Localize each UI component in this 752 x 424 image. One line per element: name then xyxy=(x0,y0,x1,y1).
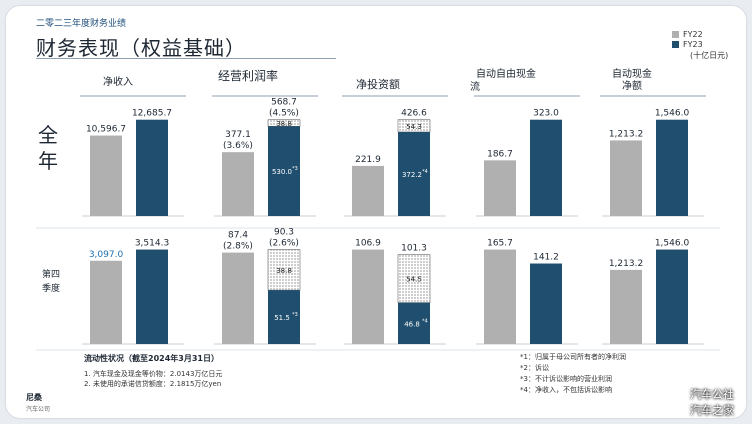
value-label-full-0-fy22-1: 10,596.7 xyxy=(86,125,126,135)
value-label-full-1-fy22-1: 377.1 xyxy=(225,130,251,140)
value-label-q4-2-fy22-1: 106.9 xyxy=(355,239,381,249)
value-label-q4-4-fy22-1: 1,213.2 xyxy=(609,259,643,269)
liquidity-line-1: 1. 汽车现金及现金等价物：2.0143万亿日元 xyxy=(84,370,223,378)
bar-q4-3-fy23 xyxy=(530,263,562,344)
title-divider xyxy=(36,58,336,59)
liquidity-line-2: 2. 未使用的承诺信贷额度：2.1815万亿yen xyxy=(84,380,222,388)
bar-full-0-fy23 xyxy=(136,119,168,216)
bar-q4-0-fy23 xyxy=(136,249,168,344)
value-label-full-2-fy23-1: 426.6 xyxy=(401,109,427,119)
value-label-full-1-fy23-1: 568.7 xyxy=(271,98,297,108)
company-name: 尼桑 xyxy=(26,393,42,402)
value-label-full-0-fy23-1: 12,685.7 xyxy=(132,109,172,119)
watermark-1: 汽车公社 xyxy=(690,388,734,401)
value-label-full-2-fy22-1: 221.9 xyxy=(355,155,381,165)
bar-label-q4-2-solid: 46.8 xyxy=(404,320,420,328)
bar-full-0-fy22 xyxy=(90,135,122,216)
bar-full-1-fy23-solid xyxy=(268,126,300,216)
bar-note-q4-2: *4 xyxy=(422,318,428,324)
value-label-full-3-fy22-1: 186.7 xyxy=(487,149,513,159)
value-label-q4-4-fy23-1: 1,546.0 xyxy=(655,239,690,249)
value-label-full-1-fy23-2: (4.5%) xyxy=(269,109,299,119)
legend-fy23-label: FY23 xyxy=(683,40,703,49)
page-title: 财务表现（权益基础） xyxy=(36,36,246,60)
bar-note-full-2: *4 xyxy=(422,169,428,175)
panel-header-4-line-2: 净额 xyxy=(622,79,642,92)
bar-note-q4-1: *3 xyxy=(292,312,298,318)
value-label-q4-0-fy23-1: 3,514.3 xyxy=(135,239,169,249)
watermark-2: 汽车之家 xyxy=(690,404,734,417)
bar-q4-1-fy22 xyxy=(222,252,254,344)
value-label-q4-1-fy23-1: 90.3 xyxy=(274,228,294,238)
panel-header-3-line-2: 流 xyxy=(470,80,480,93)
bar-full-2-fy22 xyxy=(352,165,384,216)
bar-q4-0-fy22 xyxy=(90,260,122,344)
bar-q4-2-fy23-hatched xyxy=(397,254,431,303)
bar-full-2-fy23-solid xyxy=(398,131,430,216)
legend-fy22-swatch xyxy=(672,31,679,38)
legend-fy22: FY22 xyxy=(672,30,703,39)
value-label-q4-3-fy23-1: 141.2 xyxy=(533,253,559,263)
note-1: *1：归属于母公司所有者的净利润 xyxy=(520,353,626,361)
bar-q4-4-fy22 xyxy=(610,269,642,344)
unit-label: (十亿日元) xyxy=(690,51,729,60)
bar-full-1-fy22 xyxy=(222,152,254,216)
bar-label-full-1-solid: 530.0 xyxy=(272,168,292,176)
bar-label-q4-1-hatched: 38.8 xyxy=(276,267,292,275)
bar-label-full-1-hatched: 38.8 xyxy=(276,120,292,128)
legend-fy23-swatch xyxy=(672,41,679,48)
value-label-q4-2-fy23-1: 101.3 xyxy=(401,244,427,254)
bar-full-4-fy22 xyxy=(610,140,642,216)
row-label-full-year: 全年 xyxy=(38,123,58,173)
bar-q4-3-fy22 xyxy=(484,249,516,344)
bar-label-q4-1-solid: 51.5 xyxy=(274,314,290,322)
value-label-q4-3-fy22-1: 165.7 xyxy=(487,239,513,249)
value-label-q4-1-fy22-2: (2.8%) xyxy=(223,242,253,252)
bar-label-full-2-hatched: 54.3 xyxy=(406,123,422,131)
value-label-q4-0-fy22-1: 3,097.0 xyxy=(89,250,124,260)
panel-header-1-line-1: 经营利润率 xyxy=(218,68,278,83)
legend-fy23: FY23 xyxy=(672,40,703,49)
bar-full-3-fy23 xyxy=(530,119,562,216)
bar-label-full-2-solid: 372.2 xyxy=(402,171,422,179)
value-label-full-4-fy22-1: 1,213.2 xyxy=(609,129,643,139)
bar-q4-4-fy23 xyxy=(656,249,688,344)
company-sub: 汽车公司 xyxy=(26,406,51,413)
value-label-full-3-fy23-1: 323.0 xyxy=(533,109,559,119)
row-label-q4: 第四季度 xyxy=(42,270,61,294)
panel-header-4-line-1: 自动现金 xyxy=(612,67,652,80)
bar-label-q4-2-hatched: 54.5 xyxy=(406,276,422,284)
bar-full-3-fy22 xyxy=(484,160,516,216)
bar-q4-1-fy23-solid xyxy=(268,290,300,344)
report-subtitle: 二零二三年度财务业绩 xyxy=(36,19,127,29)
value-label-q4-1-fy23-2: (2.6%) xyxy=(269,239,299,249)
liquidity-title: 流动性状况（截至2024年3月31日） xyxy=(84,354,219,363)
bar-q4-2-fy22 xyxy=(352,249,384,344)
note-3: *3：不计诉讼影响的营业利润 xyxy=(520,375,612,383)
panel-header-0-line-1: 净收入 xyxy=(103,75,133,88)
value-label-full-4-fy23-1: 1,546.0 xyxy=(655,109,690,119)
value-label-q4-1-fy22-1: 87.4 xyxy=(228,231,248,241)
legend-fy22-label: FY22 xyxy=(683,30,703,39)
bar-q4-2-fy23-solid xyxy=(398,302,430,344)
panel-header-3-line-1: 自动自由现金 xyxy=(476,67,536,80)
note-4: *4：净收入，不包括诉讼影响 xyxy=(520,386,612,394)
bar-full-4-fy23 xyxy=(656,119,688,216)
value-label-full-1-fy22-2: (3.6%) xyxy=(223,141,253,151)
panel-header-2-line-1: 净投资额 xyxy=(356,77,400,91)
note-2: *2：诉讼 xyxy=(520,364,549,372)
bar-note-full-1: *3 xyxy=(292,166,298,172)
